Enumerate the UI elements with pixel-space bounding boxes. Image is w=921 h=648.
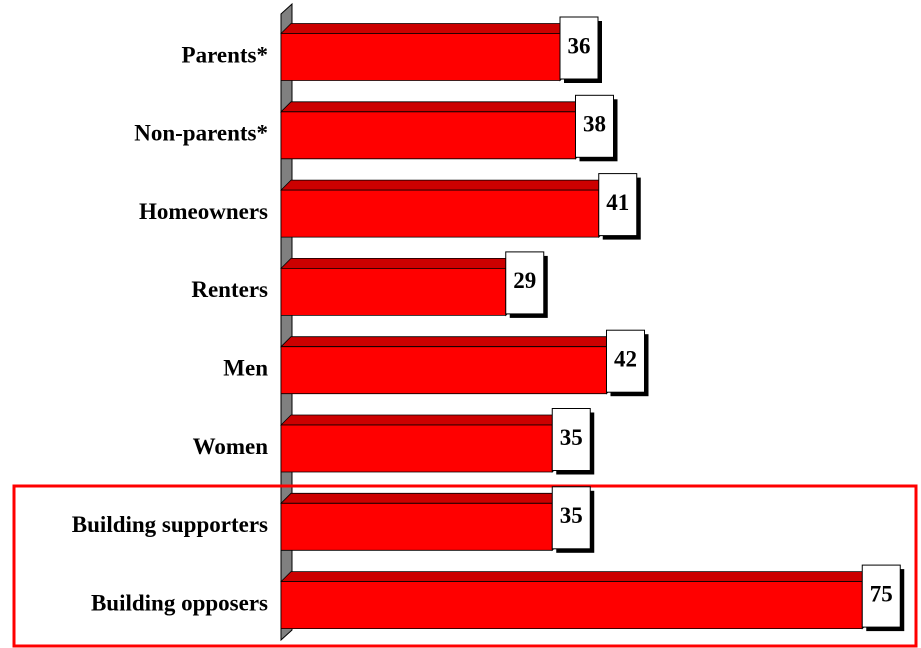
category-label: Parents*	[182, 42, 268, 67]
bar-face	[280, 257, 517, 269]
bar-face	[280, 336, 618, 348]
category-label: Non-parents*	[134, 121, 268, 146]
bar-face	[280, 346, 607, 395]
bar-face	[280, 111, 576, 160]
bar-face	[280, 267, 507, 316]
value-label-box	[551, 486, 591, 550]
value-label-box	[559, 16, 599, 80]
category-label: Women	[193, 434, 269, 459]
value-label: 42	[614, 346, 637, 371]
bar	[280, 414, 564, 473]
value-label-box	[505, 251, 545, 315]
value-label-box	[861, 564, 901, 628]
highlight-box	[12, 484, 918, 648]
value-label-box	[575, 94, 614, 158]
category-label: Building opposers	[91, 590, 268, 615]
category-label: Building supporters	[72, 512, 268, 537]
value-label: 75	[870, 581, 893, 606]
value-label: 35	[560, 503, 583, 528]
bar-face	[280, 179, 610, 191]
value-label-box	[606, 329, 645, 393]
bar-face	[280, 414, 564, 426]
bar-face	[280, 33, 561, 81]
bar-face	[280, 571, 874, 582]
bar	[280, 570, 874, 630]
bar	[280, 335, 618, 395]
category-label: Homeowners	[139, 199, 268, 224]
value-label: 41	[606, 190, 629, 215]
category-label: Renters	[191, 277, 268, 302]
category-label: Men	[223, 355, 268, 380]
bar-face	[280, 502, 553, 551]
bar	[280, 22, 571, 82]
value-label-box	[598, 173, 638, 237]
bar	[280, 492, 564, 552]
bar	[280, 179, 610, 239]
value-label: 38	[583, 112, 606, 137]
value-label-box	[551, 408, 591, 471]
bar-face	[280, 424, 553, 473]
bar	[280, 257, 517, 317]
bar	[280, 100, 587, 160]
bar-face	[280, 492, 564, 504]
bar-face	[280, 189, 600, 238]
bar-face	[280, 101, 587, 113]
bar-face	[280, 581, 863, 629]
value-label: 35	[560, 425, 583, 450]
bar-face	[280, 23, 571, 34]
value-label: 36	[568, 33, 591, 58]
value-label: 29	[513, 268, 536, 293]
